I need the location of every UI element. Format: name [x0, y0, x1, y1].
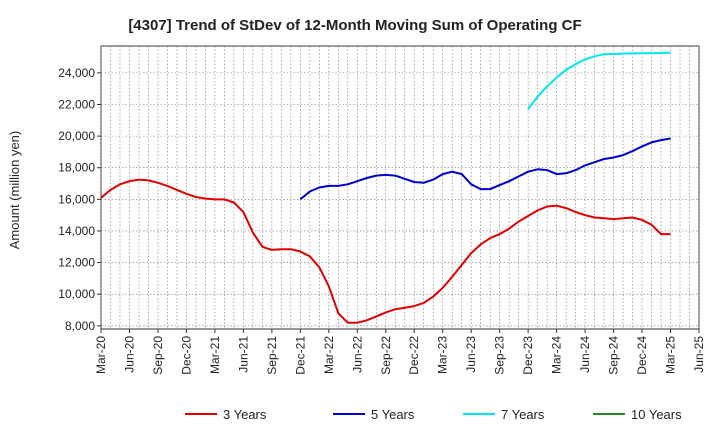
x-tick-label: Mar-24 — [550, 336, 564, 374]
x-tick-label: Dec-21 — [293, 336, 307, 375]
y-tick-label: 24,000 — [58, 66, 95, 80]
x-tick-label: Dec-24 — [635, 336, 649, 375]
y-tick-label: 16,000 — [58, 192, 95, 206]
x-tick-label: Jun-23 — [464, 336, 478, 373]
y-tick-label: 22,000 — [58, 97, 95, 111]
x-tick-label: Jun-24 — [578, 336, 592, 373]
y-tick-label: 8,000 — [65, 319, 95, 333]
x-tick-label: Mar-21 — [208, 336, 222, 374]
y-axis: 8,000 10,000 12,000 14,000 16,000 18,000 20,00… — [58, 66, 101, 333]
x-tick-label: Mar-22 — [322, 336, 336, 374]
x-tick-label: Sep-22 — [379, 336, 393, 375]
legend: 3 Years 5 Years 7 Years 10 Years — [185, 407, 682, 422]
x-tick-label: Sep-21 — [265, 336, 279, 375]
grid — [100, 46, 700, 329]
legend-label: 3 Years — [223, 407, 267, 422]
x-tick-label: Jun-25 — [692, 336, 706, 373]
plot-area — [100, 45, 700, 330]
x-tick-label: Dec-20 — [179, 336, 193, 375]
x-tick-label: Dec-23 — [521, 336, 535, 375]
legend-label: 5 Years — [371, 407, 415, 422]
x-tick-label: Mar-25 — [664, 336, 678, 374]
x-tick-label: Sep-23 — [493, 336, 507, 375]
series-group — [100, 51, 671, 324]
x-tick-label: Jun-20 — [122, 336, 136, 373]
series-line-7-years — [527, 51, 671, 110]
series-line-5-years — [299, 137, 671, 201]
y-tick-label: 14,000 — [58, 224, 95, 238]
y-tick-label: 18,000 — [58, 161, 95, 175]
y-tick-label: 12,000 — [58, 256, 95, 270]
chart-title: [4307] Trend of StDev of 12-Month Moving… — [128, 17, 581, 34]
x-tick-label: Mar-20 — [94, 336, 108, 374]
plot-background — [101, 46, 699, 329]
x-tick-label: Sep-20 — [151, 336, 165, 375]
x-tick-label: Jun-22 — [350, 336, 364, 373]
x-tick-label: Mar-23 — [436, 336, 450, 374]
x-tick-label: Jun-21 — [236, 336, 250, 373]
series-line-3-years — [100, 178, 671, 324]
y-tick-label: 10,000 — [58, 287, 95, 301]
legend-label: 10 Years — [631, 407, 682, 422]
x-tick-label: Sep-24 — [607, 336, 621, 375]
y-tick-label: 20,000 — [58, 129, 95, 143]
x-tick-label: Dec-22 — [407, 336, 421, 375]
legend-label: 7 Years — [501, 407, 545, 422]
x-axis: Mar-20 Jun-20 Sep-20 Dec-20 Mar-21 Jun-21 Sep-… — [94, 329, 706, 375]
y-axis-label: Amount (million yen) — [7, 131, 22, 250]
